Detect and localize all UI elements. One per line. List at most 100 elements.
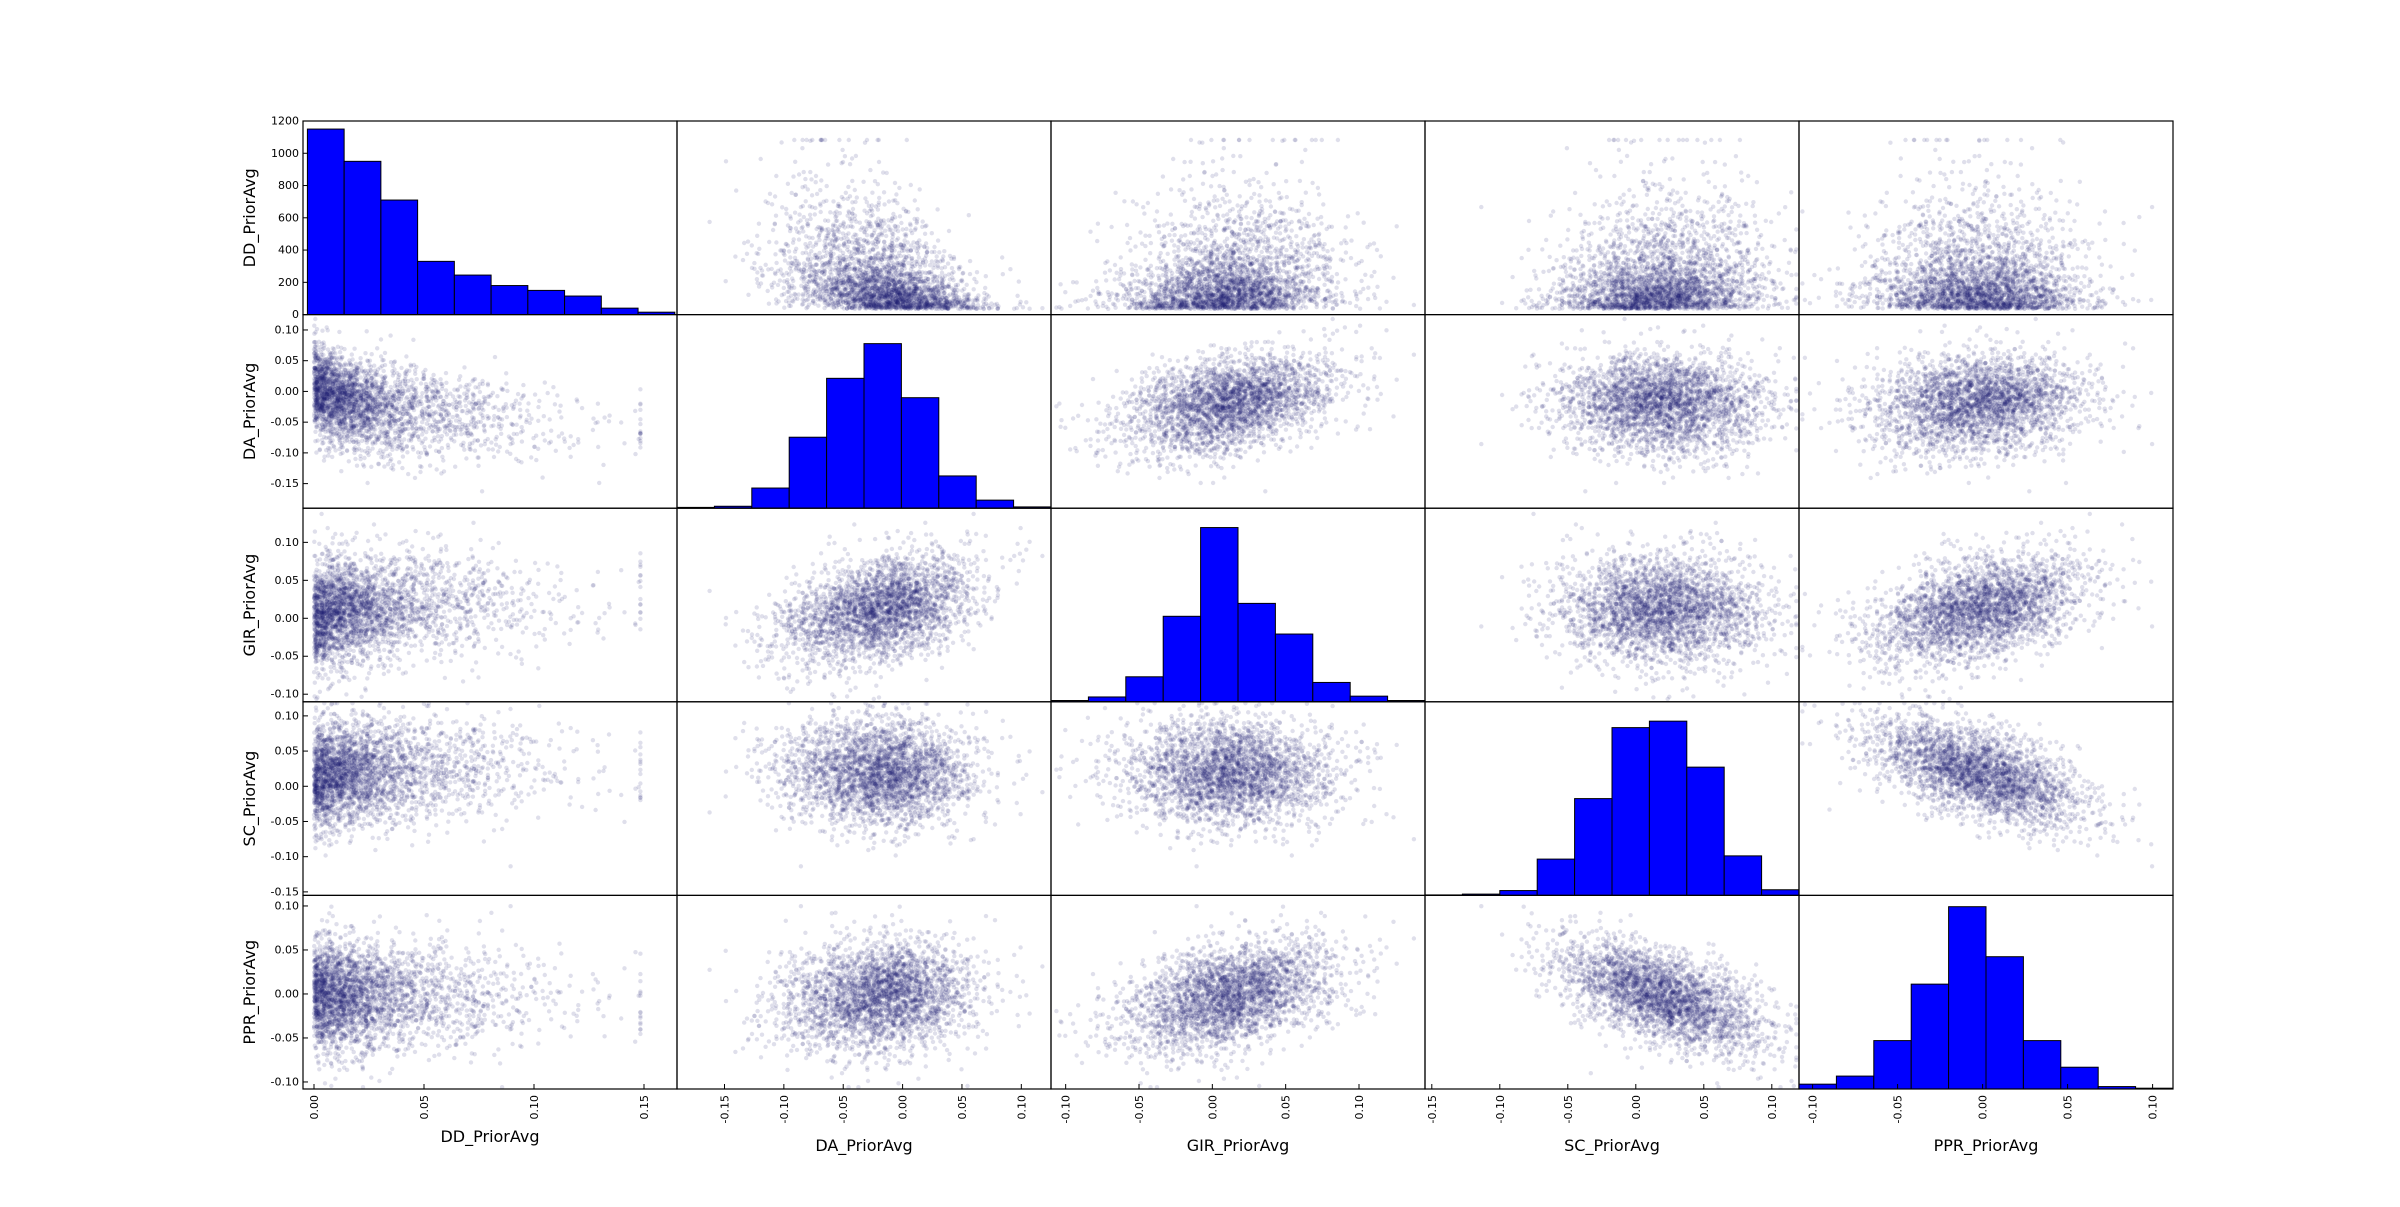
scatter-point	[983, 286, 987, 290]
scatter-point	[984, 274, 988, 278]
scatter-point	[1317, 192, 1321, 196]
scatter-point	[1012, 307, 1016, 311]
scatter-point	[975, 270, 979, 274]
scatter-point	[1227, 226, 1231, 230]
scatter-point	[836, 298, 840, 302]
scatter-point	[971, 298, 975, 302]
scatter-point	[875, 138, 879, 142]
scatter-point	[1286, 234, 1290, 238]
scatter-point	[840, 195, 844, 199]
scatter-point	[939, 286, 943, 290]
scatter-point	[826, 162, 830, 166]
scatter-point	[898, 280, 902, 284]
scatter-point	[791, 174, 795, 178]
scatter-point	[800, 225, 804, 229]
scatter-point	[909, 183, 913, 187]
scatter-point	[1008, 267, 1012, 271]
scatter-point	[886, 298, 890, 302]
scatter-point	[1071, 280, 1075, 284]
histogram-bar	[307, 129, 344, 315]
scatter-point	[828, 242, 832, 246]
scatter-point	[1027, 307, 1031, 311]
scatter-point	[1159, 251, 1163, 255]
scatter-point	[770, 202, 774, 206]
scatter-point	[1254, 248, 1258, 252]
scatter-point	[793, 211, 797, 215]
scatter-point	[741, 258, 745, 262]
histogram-bar	[528, 290, 565, 314]
scatter-point	[868, 305, 872, 309]
scatter-point	[937, 302, 941, 306]
scatter-point	[776, 283, 780, 287]
scatter-point	[1156, 274, 1160, 278]
scatter-point	[852, 261, 856, 265]
scatter-point	[1312, 223, 1316, 227]
scatter-point	[1252, 192, 1256, 196]
scatter-point	[950, 276, 954, 280]
scatter-point	[1362, 221, 1366, 225]
scatter-point	[1293, 260, 1297, 264]
scatter-point	[836, 204, 840, 208]
scatter-point	[860, 304, 864, 308]
scatter-point	[1299, 226, 1303, 230]
scatter-point	[1170, 271, 1174, 275]
scatter-point	[913, 291, 917, 295]
scatter-point	[1257, 200, 1261, 204]
scatter-point	[1119, 255, 1123, 259]
scatter-point	[832, 211, 836, 215]
scatter-point	[1330, 225, 1334, 229]
scatter-point	[848, 262, 852, 266]
scatter-point	[1125, 223, 1129, 227]
scatter-point	[895, 201, 899, 205]
scatter-point	[897, 286, 901, 290]
scatter-point	[1172, 233, 1176, 237]
scatter-point	[897, 261, 901, 265]
scatter-point	[1080, 298, 1084, 302]
scatter-point	[1172, 243, 1176, 247]
scatter-point	[921, 281, 925, 285]
scatter-point	[1273, 209, 1277, 213]
scatter-point	[804, 138, 808, 142]
scatter-point	[799, 284, 803, 288]
scatter-point	[1238, 154, 1242, 158]
scatter-point	[942, 249, 946, 253]
scatter-point	[1183, 223, 1187, 227]
scatter-point	[1304, 259, 1308, 263]
scatter-point	[871, 272, 875, 276]
scatter-point	[1088, 294, 1092, 298]
scatter-point	[822, 269, 826, 273]
scatter-point	[768, 192, 772, 196]
scatter-point	[810, 205, 814, 209]
scatter-point	[915, 241, 919, 245]
scatter-point	[1141, 205, 1145, 209]
scatter-point	[1189, 223, 1193, 227]
scatter-point	[801, 251, 805, 255]
scatter-point	[1169, 278, 1173, 282]
scatter-point	[1257, 254, 1261, 258]
scatter-point	[776, 269, 780, 273]
scatter-point	[831, 223, 835, 227]
scatter-point	[846, 209, 850, 213]
scatter-point	[1173, 263, 1177, 267]
scatter-point	[1266, 255, 1270, 259]
scatter-point	[835, 245, 839, 249]
scatter-point	[849, 279, 853, 283]
panel-DD_PriorAvg-vs-GIR_PriorAvg	[1051, 121, 1425, 315]
scatter-point	[927, 270, 931, 274]
scatter-point	[853, 266, 857, 270]
scatter-point	[843, 154, 847, 158]
scatter-point	[954, 291, 958, 295]
scatter-point	[889, 294, 893, 298]
scatter-point	[1288, 207, 1292, 211]
scatter-point	[937, 250, 941, 254]
scatter-point	[1349, 256, 1353, 260]
scatter-point	[746, 293, 750, 297]
scatter-point	[950, 266, 954, 270]
scatter-point	[858, 251, 862, 255]
scatter-point	[921, 260, 925, 264]
scatter-point	[863, 270, 867, 274]
scatter-point	[1143, 234, 1147, 238]
scatter-point	[1130, 273, 1134, 277]
scatter-point	[810, 279, 814, 283]
scatter-point	[885, 171, 889, 175]
